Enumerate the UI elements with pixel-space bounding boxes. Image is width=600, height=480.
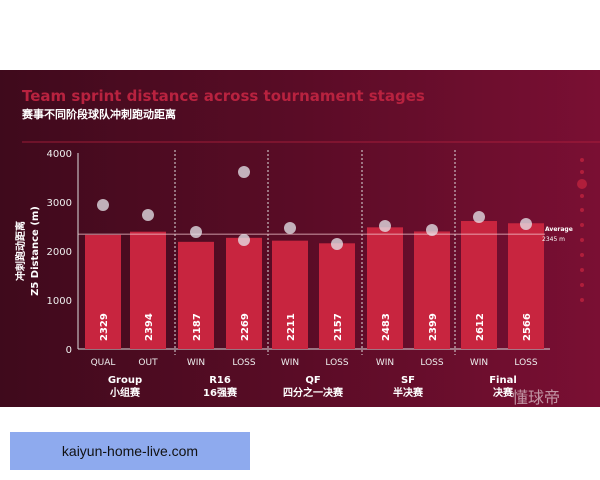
site-link[interactable]: kaiyun-home-live.com [10, 432, 250, 470]
team-flag-icon [520, 218, 532, 230]
decor-dot-icon [580, 298, 584, 302]
team-flag-icon [238, 166, 250, 178]
x-tick-label: OUT [138, 358, 158, 368]
bar-value-label: 2329 [99, 313, 110, 341]
y-tick-label: 2000 [47, 247, 72, 258]
bar-value-label: 2157 [333, 313, 344, 341]
team-flag-icon [331, 238, 343, 250]
group-label: R16 [209, 375, 231, 386]
y-axis-label-cn: 冲刺跑动距离 [14, 221, 27, 281]
bar-win [178, 241, 214, 349]
bar-loss [319, 243, 355, 349]
bar-loss [226, 237, 262, 349]
y-tick-label: 4000 [47, 149, 72, 160]
bar-win [272, 240, 308, 349]
bar-value-label: 2187 [192, 313, 203, 341]
bar-value-label: 2612 [475, 313, 486, 341]
team-flag-icon [379, 220, 391, 232]
decor-dot-icon [580, 268, 584, 272]
group-label: Final [489, 375, 517, 386]
decor-dot-icon [577, 179, 587, 189]
chart-subtitle: 赛事不同阶段球队冲刺跑动距离 [22, 108, 176, 121]
x-tick-label: WIN [187, 358, 205, 368]
group-label-cn: 小组赛 [109, 386, 141, 399]
y-axis-label: Z5 Distance (m) [30, 206, 41, 296]
team-flag-icon [473, 211, 485, 223]
decor-dot-icon [580, 158, 584, 162]
decor-dot-icon [580, 238, 584, 242]
decor-dot-icon [580, 194, 584, 198]
y-tick-label: 0 [66, 345, 72, 356]
bar-value-label: 2269 [240, 313, 251, 341]
watermark-logo: 懂球帝 [512, 388, 561, 407]
decor-dot-icon [580, 208, 584, 212]
bar-value-label: 2211 [286, 313, 297, 341]
bar-qual [85, 234, 121, 349]
team-flag-icon [238, 234, 250, 246]
x-tick-label: WIN [281, 358, 299, 368]
x-tick-label: LOSS [514, 358, 537, 368]
x-tick-label: WIN [376, 358, 394, 368]
decor-dot-icon [580, 170, 584, 174]
bar-value-label: 2566 [522, 313, 533, 341]
group-label-cn: 16强赛 [203, 386, 238, 399]
x-tick-label: LOSS [232, 358, 255, 368]
x-tick-label: WIN [470, 358, 488, 368]
group-label: SF [401, 375, 415, 386]
decor-dot-icon [580, 223, 584, 227]
bar-win [461, 221, 497, 349]
group-label: Group [108, 375, 142, 386]
x-tick-label: LOSS [325, 358, 348, 368]
x-tick-label: QUAL [91, 358, 116, 368]
bar-win [367, 227, 403, 349]
bar-value-label: 2399 [428, 313, 439, 341]
decor-dot-icon [580, 253, 584, 257]
group-label: QF [305, 375, 320, 386]
team-flag-icon [426, 224, 438, 236]
bar-loss [414, 231, 450, 349]
bar-out [130, 231, 166, 349]
group-label-cn: 四分之一决赛 [283, 386, 344, 399]
y-tick-label: 1000 [47, 296, 72, 307]
chart-title: Team sprint distance across tournament s… [22, 87, 425, 105]
group-label-cn: 半决赛 [393, 386, 424, 399]
team-flag-icon [97, 199, 109, 211]
average-value: 2345 m [542, 236, 565, 243]
bar-loss [508, 223, 544, 349]
team-flag-icon [142, 209, 154, 221]
group-label-cn: 决赛 [493, 386, 514, 399]
x-tick-label: LOSS [420, 358, 443, 368]
y-tick-label: 3000 [47, 198, 72, 209]
average-label: Average [545, 226, 573, 233]
decor-dot-icon [580, 283, 584, 287]
bar-value-label: 2394 [144, 313, 155, 341]
bar-value-label: 2483 [381, 313, 392, 341]
team-flag-icon [190, 226, 202, 238]
team-flag-icon [284, 222, 296, 234]
